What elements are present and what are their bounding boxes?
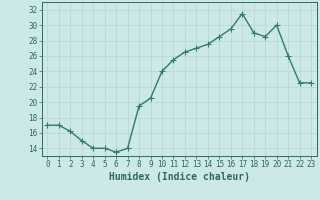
- X-axis label: Humidex (Indice chaleur): Humidex (Indice chaleur): [109, 172, 250, 182]
